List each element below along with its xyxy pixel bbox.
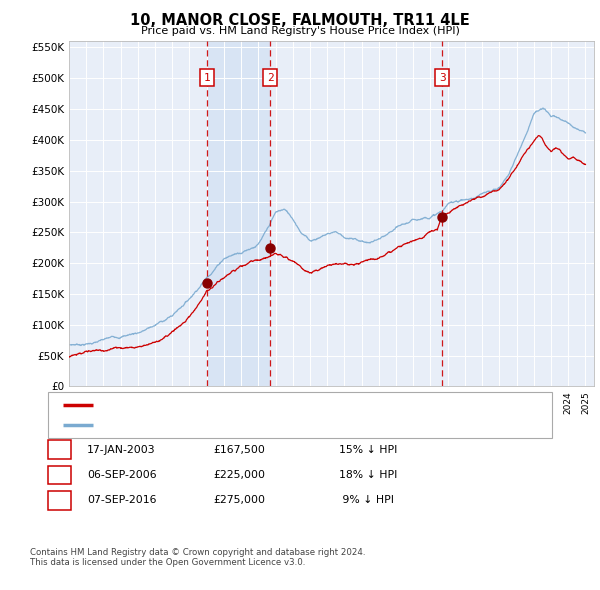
Text: £275,000: £275,000 xyxy=(213,496,265,505)
Text: £167,500: £167,500 xyxy=(213,445,265,454)
Text: 18% ↓ HPI: 18% ↓ HPI xyxy=(339,470,397,480)
Bar xyxy=(208,41,270,386)
Text: 06-SEP-2006: 06-SEP-2006 xyxy=(87,470,157,480)
Text: £225,000: £225,000 xyxy=(213,470,265,480)
Text: 1: 1 xyxy=(56,445,63,454)
Text: 07-SEP-2016: 07-SEP-2016 xyxy=(87,496,157,505)
Text: 9% ↓ HPI: 9% ↓ HPI xyxy=(339,496,394,505)
Text: 10, MANOR CLOSE, FALMOUTH, TR11 4LE: 10, MANOR CLOSE, FALMOUTH, TR11 4LE xyxy=(130,13,470,28)
Text: 10, MANOR CLOSE, FALMOUTH, TR11 4LE (detached house): 10, MANOR CLOSE, FALMOUTH, TR11 4LE (det… xyxy=(99,399,395,409)
Text: 1: 1 xyxy=(204,73,211,83)
Text: Price paid vs. HM Land Registry's House Price Index (HPI): Price paid vs. HM Land Registry's House … xyxy=(140,26,460,36)
Text: HPI: Average price, detached house, Cornwall: HPI: Average price, detached house, Corn… xyxy=(99,420,326,430)
Text: 3: 3 xyxy=(439,73,446,83)
Text: 2: 2 xyxy=(56,470,63,480)
Text: 17-JAN-2003: 17-JAN-2003 xyxy=(87,445,155,454)
Text: Contains HM Land Registry data © Crown copyright and database right 2024.
This d: Contains HM Land Registry data © Crown c… xyxy=(30,548,365,567)
Text: 3: 3 xyxy=(56,496,63,505)
Text: 2: 2 xyxy=(266,73,274,83)
Text: 15% ↓ HPI: 15% ↓ HPI xyxy=(339,445,397,454)
